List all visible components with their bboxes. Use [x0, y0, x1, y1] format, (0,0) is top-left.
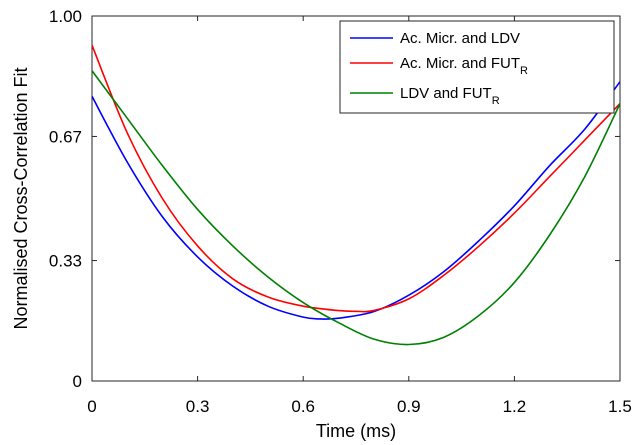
- x-tick-label: 0.3: [186, 397, 210, 416]
- y-axis-label: Normalised Cross-Correlation Fit: [11, 67, 31, 329]
- series-line-3: [92, 70, 620, 346]
- x-tick-label: 0.6: [291, 397, 315, 416]
- x-tick-label: 0.9: [397, 397, 421, 416]
- series-line-1: [92, 81, 620, 320]
- series-line-2: [92, 44, 620, 313]
- legend-box: [339, 20, 615, 114]
- y-tick-label: 0.33: [49, 252, 82, 271]
- legend-label-3: LDV and FUTR: [400, 85, 500, 107]
- y-tick-label: 1.00: [49, 7, 82, 26]
- x-tick-label: 0: [87, 397, 96, 416]
- y-tick-label: 0.67: [49, 127, 82, 146]
- legend: Ac. Micr. and LDV Ac. Micr. and FUTR LDV a…: [339, 20, 615, 114]
- y-tick-label: 0: [73, 372, 82, 391]
- x-axis-label: Time (ms): [316, 421, 396, 441]
- x-tick-label: 1.2: [503, 397, 527, 416]
- legend-label-1: Ac. Micr. and LDV: [400, 30, 520, 47]
- x-tick-label: 1.5: [608, 397, 632, 416]
- legend-label-2: Ac. Micr. and FUTR: [400, 55, 528, 77]
